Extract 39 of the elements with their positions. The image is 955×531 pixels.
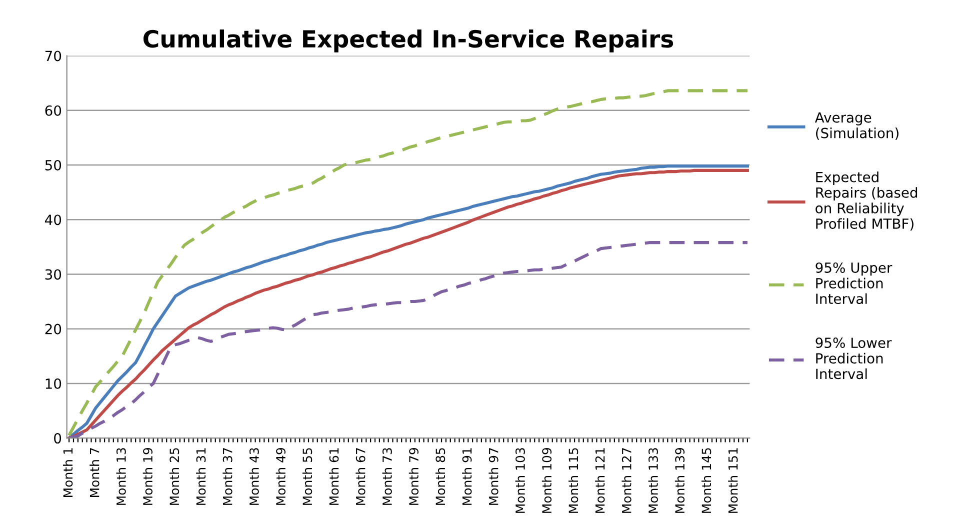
x-tick-label: Month 67 — [356, 448, 366, 505]
legend-label: Expected Repairs (based on Reliability Profiled MTBF) — [816, 172, 918, 231]
x-tick-label: Month 127 — [622, 448, 632, 513]
x-tick-label: Month 61 — [329, 448, 339, 505]
x-tick-label: Month 85 — [435, 448, 446, 505]
x-tick-label: Month 25 — [169, 448, 180, 505]
x-tick-label: Month 91 — [462, 448, 472, 505]
x-tick-label: Month 37 — [222, 448, 232, 505]
x-tick-label: Month 79 — [408, 448, 419, 505]
legend-label: Average (Simulation) — [814, 112, 898, 140]
y-tick-label: 70 — [45, 50, 62, 62]
y-tick-label: 40 — [44, 214, 62, 226]
x-tick-label: Month 19 — [142, 448, 153, 505]
legend-label: 95% Lower Prediction Interval — [816, 338, 892, 380]
x-tick-label: Month 121 — [595, 448, 605, 513]
x-tick-label: Month 133 — [648, 448, 658, 513]
x-tick-label: Month 49 — [276, 448, 286, 505]
x-tick-label: Month 43 — [249, 448, 259, 505]
y-tick-label: 0 — [54, 433, 62, 444]
y-tick-label: 60 — [45, 105, 62, 116]
x-tick-label: Month 139 — [674, 448, 685, 513]
x-tick-label: Month 31 — [196, 448, 206, 505]
y-tick-label: 30 — [45, 269, 62, 280]
x-tick-label: Month 55 — [302, 448, 312, 505]
x-tick-label: Month 145 — [702, 448, 712, 513]
y-tick-label: 50 — [45, 160, 62, 170]
x-tick-label: Month 1 — [63, 448, 73, 497]
y-tick-label: 10 — [46, 378, 62, 389]
chart-title: Cumulative Expected In-Service Repairs — [144, 29, 674, 52]
x-tick-label: Month 97 — [488, 448, 498, 505]
x-tick-label: Month 109 — [542, 448, 552, 513]
x-tick-label: Month 103 — [515, 448, 525, 513]
x-tick-label: Month 13 — [116, 448, 126, 505]
x-tick-label: Month 7 — [90, 448, 100, 497]
y-tick-label: 20 — [45, 324, 62, 334]
x-tick-label: Month 151 — [728, 448, 738, 513]
x-tick-label: Month 73 — [382, 448, 392, 505]
legend-label: 95% Upper Prediction Interval — [816, 262, 892, 304]
x-tick-label: Month 115 — [568, 448, 578, 513]
